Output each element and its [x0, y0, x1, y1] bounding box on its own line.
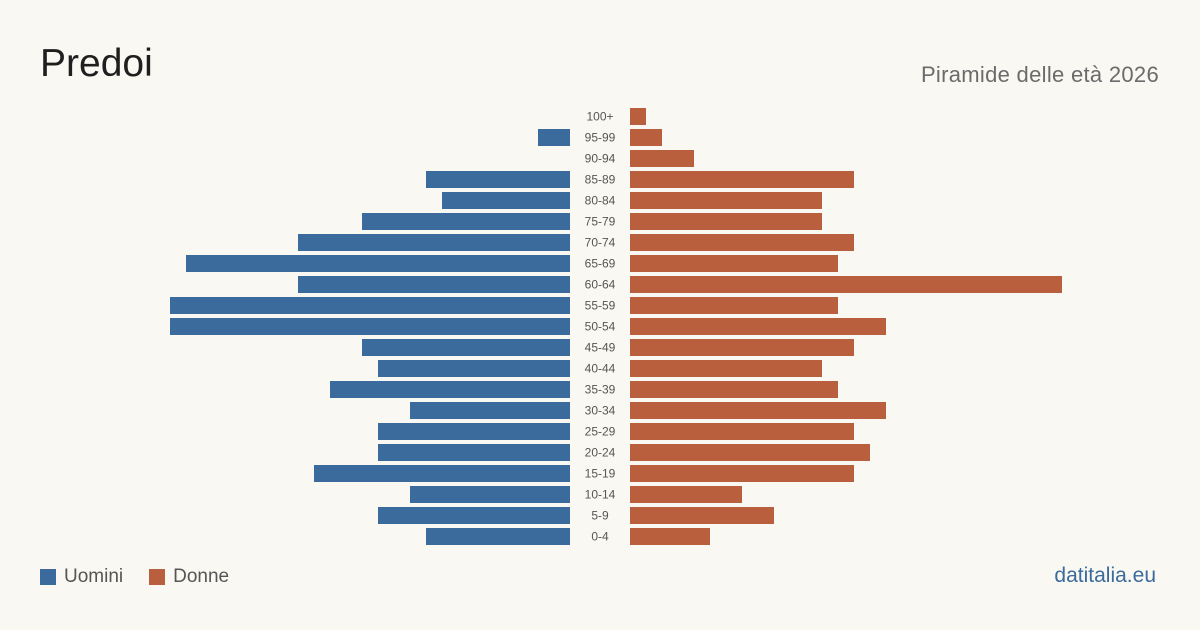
- bar-women-95-99: [630, 129, 662, 146]
- age-group-label: 15-19: [585, 467, 616, 481]
- bar-women-55-59: [630, 297, 838, 314]
- bar-men-95-99: [538, 129, 570, 146]
- age-group-label: 100+: [586, 110, 613, 124]
- bar-women-30-34: [630, 402, 886, 419]
- bar-women-75-79: [630, 213, 822, 230]
- age-group-label: 35-39: [585, 383, 616, 397]
- age-group-label: 65-69: [585, 257, 616, 271]
- bar-men-80-84: [442, 192, 570, 209]
- bar-women-25-29: [630, 423, 854, 440]
- bar-men-70-74: [298, 234, 570, 251]
- bar-women-0-4: [630, 528, 710, 545]
- bar-men-40-44: [378, 360, 570, 377]
- age-group-label: 40-44: [585, 362, 616, 376]
- bar-men-10-14: [410, 486, 570, 503]
- age-group-label: 80-84: [585, 194, 616, 208]
- legend-swatch-men: [40, 569, 56, 585]
- legend-label-women: Donne: [173, 566, 230, 587]
- legend-item-women: Donne: [149, 566, 229, 588]
- bar-women-50-54: [630, 318, 886, 335]
- bar-men-50-54: [170, 318, 570, 335]
- bar-women-40-44: [630, 360, 822, 377]
- bar-women-20-24: [630, 444, 870, 461]
- bar-women-65-69: [630, 255, 838, 272]
- bar-men-45-49: [362, 339, 570, 356]
- bar-men-0-4: [426, 528, 570, 545]
- age-group-label: 5-9: [591, 509, 609, 523]
- legend: Uomini Donne: [40, 566, 255, 588]
- age-group-label: 45-49: [585, 341, 616, 355]
- bar-men-5-9: [378, 507, 570, 524]
- age-group-label: 30-34: [585, 404, 616, 418]
- bar-men-55-59: [170, 297, 570, 314]
- age-group-label: 10-14: [585, 488, 616, 502]
- bar-women-5-9: [630, 507, 774, 524]
- bar-women-60-64: [630, 276, 1062, 293]
- age-group-label: 20-24: [585, 446, 616, 460]
- age-group-label: 90-94: [585, 152, 616, 166]
- bar-men-75-79: [362, 213, 570, 230]
- bar-women-10-14: [630, 486, 742, 503]
- bar-women-35-39: [630, 381, 838, 398]
- age-group-label: 70-74: [585, 236, 616, 250]
- age-group-label: 95-99: [585, 131, 616, 145]
- bar-women-100+: [630, 108, 646, 125]
- age-group-label: 55-59: [585, 299, 616, 313]
- legend-item-men: Uomini: [40, 566, 123, 588]
- bar-men-65-69: [186, 255, 570, 272]
- bar-women-85-89: [630, 171, 854, 188]
- age-group-label: 75-79: [585, 215, 616, 229]
- bar-women-90-94: [630, 150, 694, 167]
- page-title: Predoi: [40, 42, 153, 85]
- bar-women-80-84: [630, 192, 822, 209]
- bar-men-35-39: [330, 381, 570, 398]
- age-group-label: 85-89: [585, 173, 616, 187]
- legend-swatch-women: [149, 569, 166, 585]
- legend-label-men: Uomini: [64, 566, 124, 587]
- chart-subtitle: Piramide delle età 2026: [920, 62, 1159, 87]
- bar-women-15-19: [630, 465, 854, 482]
- age-group-label: 25-29: [585, 425, 616, 439]
- age-group-label: 50-54: [585, 320, 616, 334]
- bar-men-15-19: [314, 465, 570, 482]
- bar-men-60-64: [298, 276, 570, 293]
- bar-women-70-74: [630, 234, 854, 251]
- source-credit: datitalia.eu: [1054, 564, 1156, 587]
- age-group-label: 60-64: [585, 278, 616, 292]
- age-group-label: 0-4: [591, 530, 609, 544]
- bar-men-20-24: [378, 444, 570, 461]
- bar-men-30-34: [410, 402, 570, 419]
- bar-women-45-49: [630, 339, 854, 356]
- bar-men-85-89: [426, 171, 570, 188]
- bar-men-25-29: [378, 423, 570, 440]
